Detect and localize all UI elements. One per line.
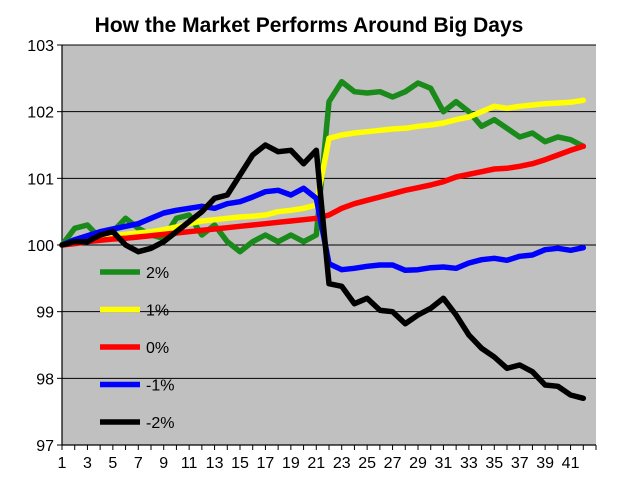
x-tick-label: 7 — [134, 455, 143, 472]
legend: 2% 1% 0% -1% -2% — [100, 265, 174, 432]
legend-label: -1% — [146, 378, 174, 395]
series-line-4 — [59, 142, 587, 402]
x-tick-label: 17 — [257, 455, 275, 472]
x-tick-label: 11 — [181, 455, 198, 472]
x-tick-label: 9 — [159, 455, 168, 472]
x-tick-label: 21 — [307, 455, 325, 472]
y-tick-label: 102 — [27, 105, 54, 122]
x-tick-label: 19 — [282, 455, 300, 472]
chart-title: How the Market Performs Around Big Days — [95, 14, 524, 37]
x-tick-label: 15 — [231, 455, 249, 472]
legend-label: 0% — [146, 340, 169, 357]
y-tick-label: 103 — [27, 38, 54, 55]
legend-label: 2% — [146, 265, 169, 282]
x-tick-label: 23 — [333, 455, 351, 472]
legend-label: 1% — [146, 303, 169, 320]
series-line-1 — [59, 97, 587, 248]
y-tick-label: 100 — [27, 238, 54, 255]
x-tick-label: 3 — [83, 455, 92, 472]
y-tick-label: 98 — [36, 371, 54, 388]
x-tick-label: 39 — [536, 455, 554, 472]
y-tick-label: 97 — [36, 438, 54, 455]
legend-label: -2% — [146, 415, 174, 432]
x-tick-label: 5 — [108, 455, 117, 472]
x-tick-label: 41 — [562, 455, 580, 472]
gridlines — [62, 44, 596, 379]
x-tick-label: 31 — [435, 455, 453, 472]
x-tick-label: 33 — [460, 455, 478, 472]
y-tick-label: 101 — [27, 171, 54, 188]
x-tick-label: 29 — [409, 455, 427, 472]
x-tick-label: 1 — [58, 455, 67, 472]
y-tick-label: 99 — [36, 305, 54, 322]
x-axis-ticks: 1 3 5 7 9 11 13 15 17 19 21 23 25 27 29 31 33 35 37 39 41 — [58, 445, 597, 472]
x-tick-label: 27 — [384, 455, 402, 472]
x-tick-label: 37 — [511, 455, 529, 472]
x-tick-label: 35 — [485, 455, 503, 472]
x-tick-label: 25 — [358, 455, 376, 472]
x-tick-label: 13 — [206, 455, 224, 472]
series-lines — [59, 78, 587, 402]
